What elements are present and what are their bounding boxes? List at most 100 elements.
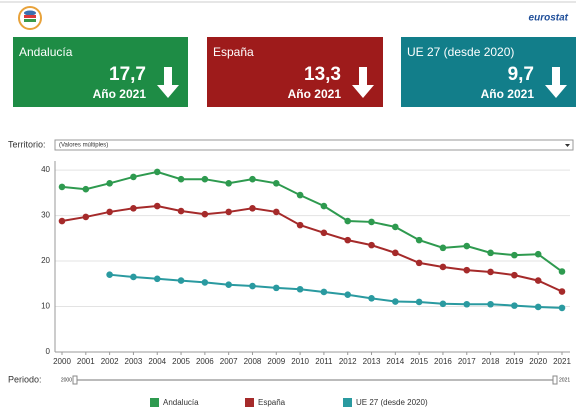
data-point: [320, 229, 328, 237]
kpi-card: España 13,3 Año 2021: [207, 37, 383, 107]
data-point: [558, 268, 566, 275]
data-point: [272, 208, 280, 216]
x-tick-label: 2015: [410, 357, 428, 366]
dropdown[interactable]: [54, 139, 574, 151]
x-tick-label: 2004: [148, 357, 166, 366]
data-point: [106, 179, 113, 187]
x-tick-label: 2012: [339, 357, 357, 366]
data-point: [225, 179, 232, 187]
data-point: [511, 271, 518, 279]
data-point: [487, 300, 494, 308]
legend-label: Andalucía: [163, 398, 199, 407]
data-point: [392, 298, 399, 305]
dropdown-value: (Valores múltiples): [59, 143, 108, 149]
data-point: [320, 288, 328, 296]
slider-from: 2000: [61, 377, 72, 383]
card-period: Año 2021: [287, 87, 341, 101]
card-value: 17,7: [109, 64, 146, 85]
data-point: [320, 202, 328, 210]
data-point: [534, 250, 542, 258]
data-point: [511, 251, 518, 259]
kpi-card: UE 27 (desde 2020) 9,7 Año 2021: [401, 37, 576, 107]
data-point: [558, 304, 566, 312]
data-point: [249, 204, 256, 212]
legend-swatch: [343, 398, 352, 407]
data-point: [511, 302, 518, 309]
data-point: [534, 303, 542, 311]
data-point: [415, 236, 423, 244]
x-tick-label: 2017: [458, 357, 476, 366]
app-icon-part: [24, 19, 36, 22]
slider-handle[interactable]: [552, 375, 558, 385]
data-point: [272, 284, 280, 292]
data-point: [106, 208, 113, 216]
x-tick-label: 2003: [125, 357, 143, 366]
data-point: [392, 249, 399, 257]
data-point: [201, 175, 209, 183]
data-point: [272, 179, 280, 187]
slider-handle[interactable]: [72, 375, 78, 385]
data-point: [392, 223, 399, 231]
x-tick-label: 2018: [482, 357, 500, 366]
data-point: [82, 185, 90, 193]
period-label: Periodo:: [8, 374, 42, 384]
legend-swatch: [245, 398, 254, 407]
x-tick-label: 2016: [434, 357, 452, 366]
legend-label: UE 27 (desde 2020): [356, 398, 428, 407]
logo: eurostat: [529, 13, 569, 24]
series-line: [109, 273, 563, 309]
x-tick-label: 2019: [505, 357, 523, 366]
data-point: [558, 288, 566, 295]
data-point: [106, 271, 113, 278]
data-point: [487, 249, 494, 257]
card-title: España: [213, 45, 254, 59]
x-tick-label: 2021: [553, 357, 571, 366]
x-tick-label: 2005: [172, 357, 190, 366]
slider-to: 2021: [559, 377, 570, 383]
data-point: [463, 266, 471, 274]
header: eurostat: [0, 1, 576, 30]
data-point: [463, 242, 471, 250]
data-point: [415, 298, 423, 306]
y-tick-label: 40: [41, 165, 50, 174]
data-point: [344, 217, 352, 225]
card-value: 13,3: [304, 64, 341, 85]
data-point: [344, 291, 352, 298]
app-icon-part: [24, 15, 36, 18]
down-arrow: [352, 67, 374, 98]
dropdown-caret[interactable]: [565, 144, 570, 147]
data-point: [368, 241, 375, 249]
data-point: [82, 213, 90, 221]
data-point: [225, 208, 232, 216]
data-point: [439, 300, 447, 308]
x-tick-label: 2002: [101, 357, 119, 366]
card-period: Año 2021: [480, 87, 534, 101]
x-tick-label: 2014: [386, 357, 404, 366]
x-tick-label: 2009: [267, 357, 285, 366]
data-point: [130, 204, 137, 212]
x-tick-label: 2006: [196, 357, 214, 366]
data-point: [463, 300, 471, 308]
data-point: [534, 277, 542, 284]
data-point: [201, 279, 209, 286]
x-tick-label: 2013: [363, 357, 381, 366]
data-point: [368, 218, 375, 226]
y-tick-label: 0: [46, 347, 51, 356]
card-title: UE 27 (desde 2020): [407, 45, 515, 59]
data-point: [153, 275, 161, 283]
data-point: [439, 244, 447, 252]
data-point: [177, 207, 185, 215]
series-line: [61, 205, 563, 293]
y-tick-label: 10: [41, 302, 50, 311]
x-tick-label: 2000: [53, 357, 71, 366]
data-point: [153, 202, 161, 210]
y-tick-label: 20: [41, 256, 50, 265]
x-tick-label: 2007: [220, 357, 238, 366]
x-tick-label: 2011: [315, 357, 333, 366]
data-point: [487, 268, 494, 276]
down-arrow: [157, 67, 179, 98]
chart: Territorio: (Valores múltiples) Periodo:…: [8, 139, 574, 407]
data-point: [415, 259, 423, 267]
card-period: Año 2021: [92, 87, 146, 101]
